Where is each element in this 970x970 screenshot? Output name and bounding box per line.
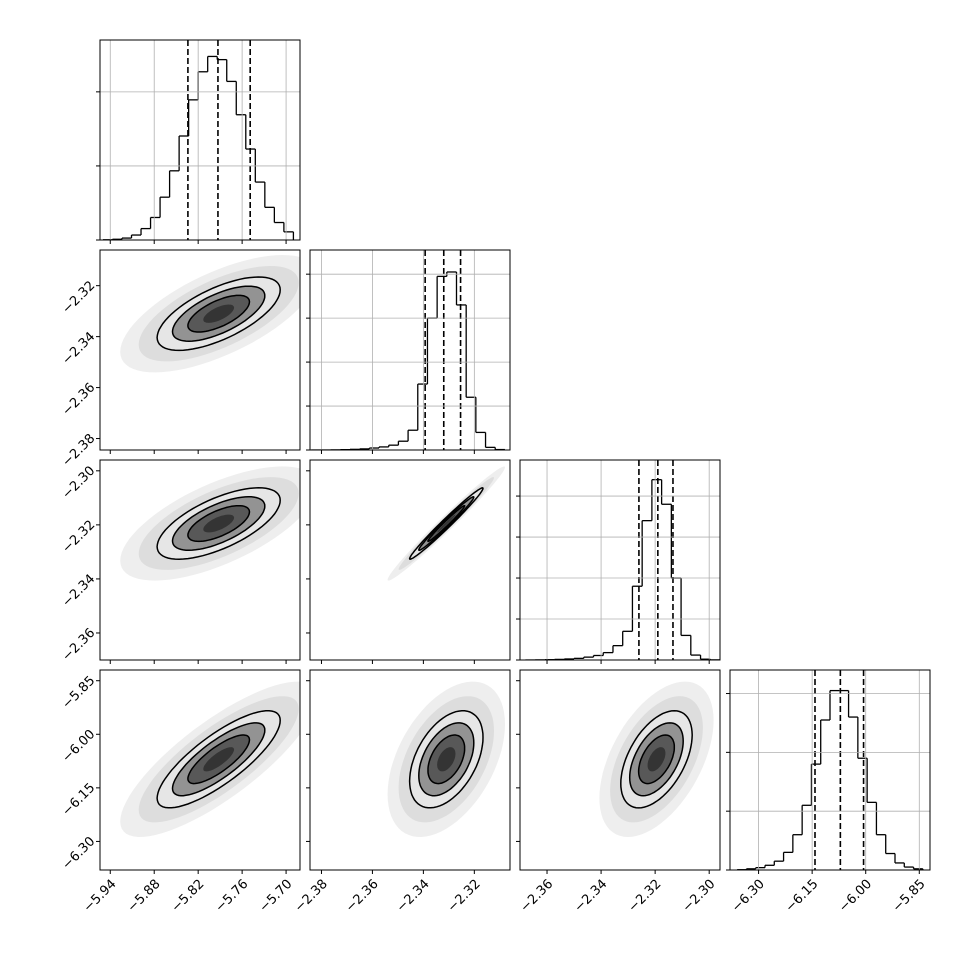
x-tick-label: −2.34 (572, 877, 611, 916)
contour (418, 496, 475, 552)
panel-frame (519, 459, 721, 661)
y-tick-label: −2.34 (60, 572, 99, 611)
y-tick-label: −5.85 (60, 673, 99, 712)
contour (187, 734, 251, 785)
density-fill (437, 514, 456, 533)
contour (637, 734, 676, 785)
panel (311, 250, 506, 450)
contour (171, 285, 266, 342)
panel (525, 460, 720, 660)
y-tick-label: −2.36 (60, 626, 99, 665)
panel-frame (99, 459, 301, 661)
panel-frame (99, 39, 301, 241)
x-tick-label: −5.85 (890, 877, 929, 916)
x-tick-label: −2.34 (394, 877, 433, 916)
x-tick-label: −5.94 (81, 877, 120, 916)
x-tick-label: −6.30 (729, 877, 768, 916)
y-tick-label: −6.15 (60, 781, 99, 820)
y-tick-label: −2.30 (60, 464, 99, 503)
panel (387, 681, 505, 837)
contour (628, 722, 684, 797)
panel (736, 670, 924, 870)
panel (120, 466, 300, 581)
panel-frame (309, 249, 511, 451)
panel (120, 681, 300, 837)
x-tick-label: −5.88 (125, 877, 164, 916)
panel-frame (519, 669, 721, 871)
y-tick-label: −2.36 (60, 380, 99, 419)
contour (171, 722, 266, 797)
contour (408, 487, 484, 560)
x-tick-label: −2.32 (626, 877, 665, 916)
x-tick-label: −2.32 (445, 877, 484, 916)
density-fill (437, 747, 456, 772)
x-tick-label: −5.82 (169, 877, 208, 916)
panel (387, 466, 505, 581)
x-tick-label: −5.76 (213, 877, 252, 916)
y-tick-label: −2.32 (60, 518, 99, 557)
x-tick-label: −2.36 (518, 877, 557, 916)
contour (156, 487, 281, 560)
x-tick-label: −6.00 (836, 877, 875, 916)
y-tick-label: −2.34 (60, 329, 99, 368)
contour (156, 276, 281, 352)
contour (427, 734, 466, 785)
panel-frame (99, 669, 301, 871)
panel-frame (309, 669, 511, 871)
contour (187, 294, 251, 333)
y-tick-label: −2.32 (60, 278, 99, 317)
panel-frame (729, 669, 931, 871)
y-tick-label: −2.38 (60, 431, 99, 470)
contour (171, 496, 266, 552)
panel (599, 681, 714, 837)
contour (408, 709, 484, 809)
density-fill (203, 747, 235, 772)
x-tick-label: −6.15 (783, 877, 822, 916)
contour (156, 709, 281, 809)
density-fill (203, 514, 235, 533)
x-tick-label: −2.36 (343, 877, 382, 916)
x-tick-label: −2.30 (680, 877, 719, 916)
contour (620, 709, 693, 809)
density-fill (203, 304, 235, 323)
panel-frame (99, 249, 301, 451)
y-tick-label: −6.30 (60, 834, 99, 873)
y-tick-label: −6.00 (60, 727, 99, 766)
contour (187, 504, 251, 543)
x-tick-label: −2.38 (292, 877, 331, 916)
panel (102, 40, 295, 240)
contour (418, 722, 475, 797)
density-fill (647, 747, 666, 772)
panel (120, 255, 300, 373)
x-tick-label: −5.70 (257, 877, 296, 916)
panel-frame (309, 459, 511, 661)
contour (427, 504, 466, 543)
